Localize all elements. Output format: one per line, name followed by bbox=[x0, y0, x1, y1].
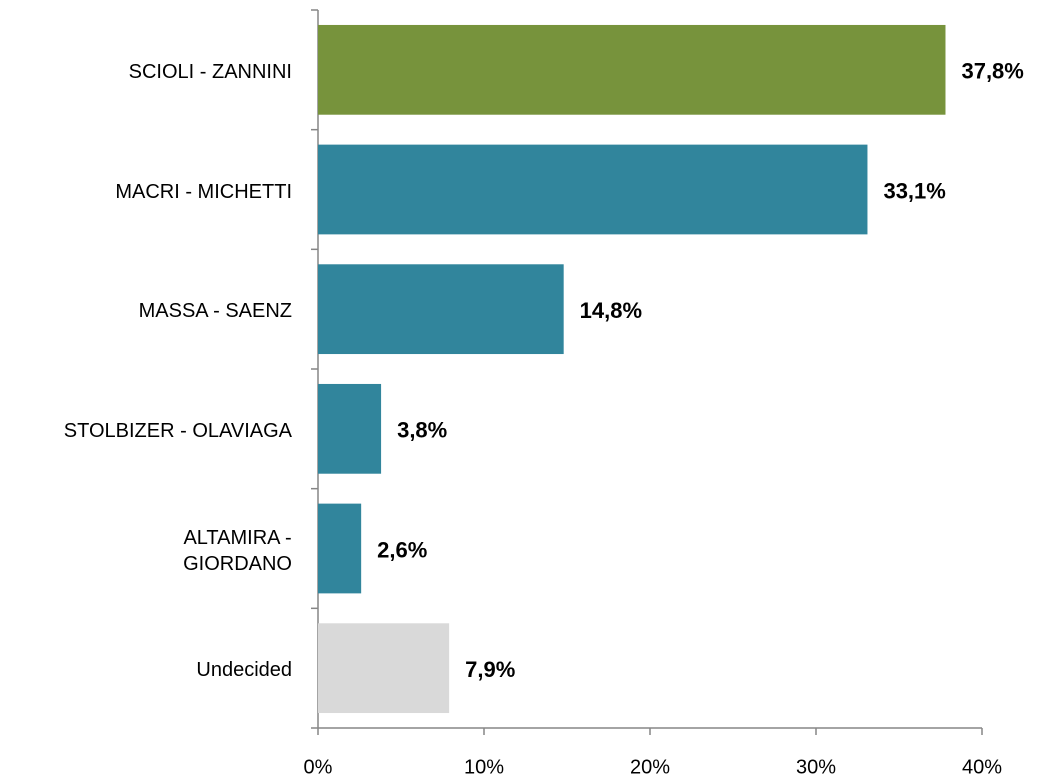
data-label: 7,9% bbox=[465, 657, 515, 682]
bar bbox=[318, 383, 382, 474]
data-label: 37,8% bbox=[961, 59, 1023, 84]
category-label: ALTAMIRA - GIORDANO bbox=[183, 526, 292, 575]
data-label: 3,8% bbox=[397, 418, 447, 443]
bar bbox=[318, 503, 362, 594]
bar bbox=[318, 24, 946, 115]
x-tick-label: 10% bbox=[464, 756, 504, 777]
data-label: 33,1% bbox=[883, 178, 945, 203]
bar bbox=[318, 623, 450, 714]
bar bbox=[318, 264, 564, 355]
data-label: 2,6% bbox=[377, 537, 427, 562]
category-label: STOLBIZER - OLAVIAGA bbox=[63, 419, 292, 442]
bar bbox=[318, 144, 868, 235]
x-tick-label: 0% bbox=[304, 756, 333, 777]
category-label: SCIOLI - ZANNINI bbox=[128, 60, 292, 83]
x-tick-label: 20% bbox=[630, 756, 670, 777]
x-tick-label: 40% bbox=[962, 756, 1002, 777]
category-label: MASSA - SAENZ bbox=[138, 300, 292, 323]
data-label: 14,8% bbox=[580, 298, 642, 323]
x-tick-label: 30% bbox=[796, 756, 836, 777]
category-label: Undecided bbox=[196, 659, 292, 682]
category-label: MACRI - MICHETTI bbox=[115, 180, 292, 203]
